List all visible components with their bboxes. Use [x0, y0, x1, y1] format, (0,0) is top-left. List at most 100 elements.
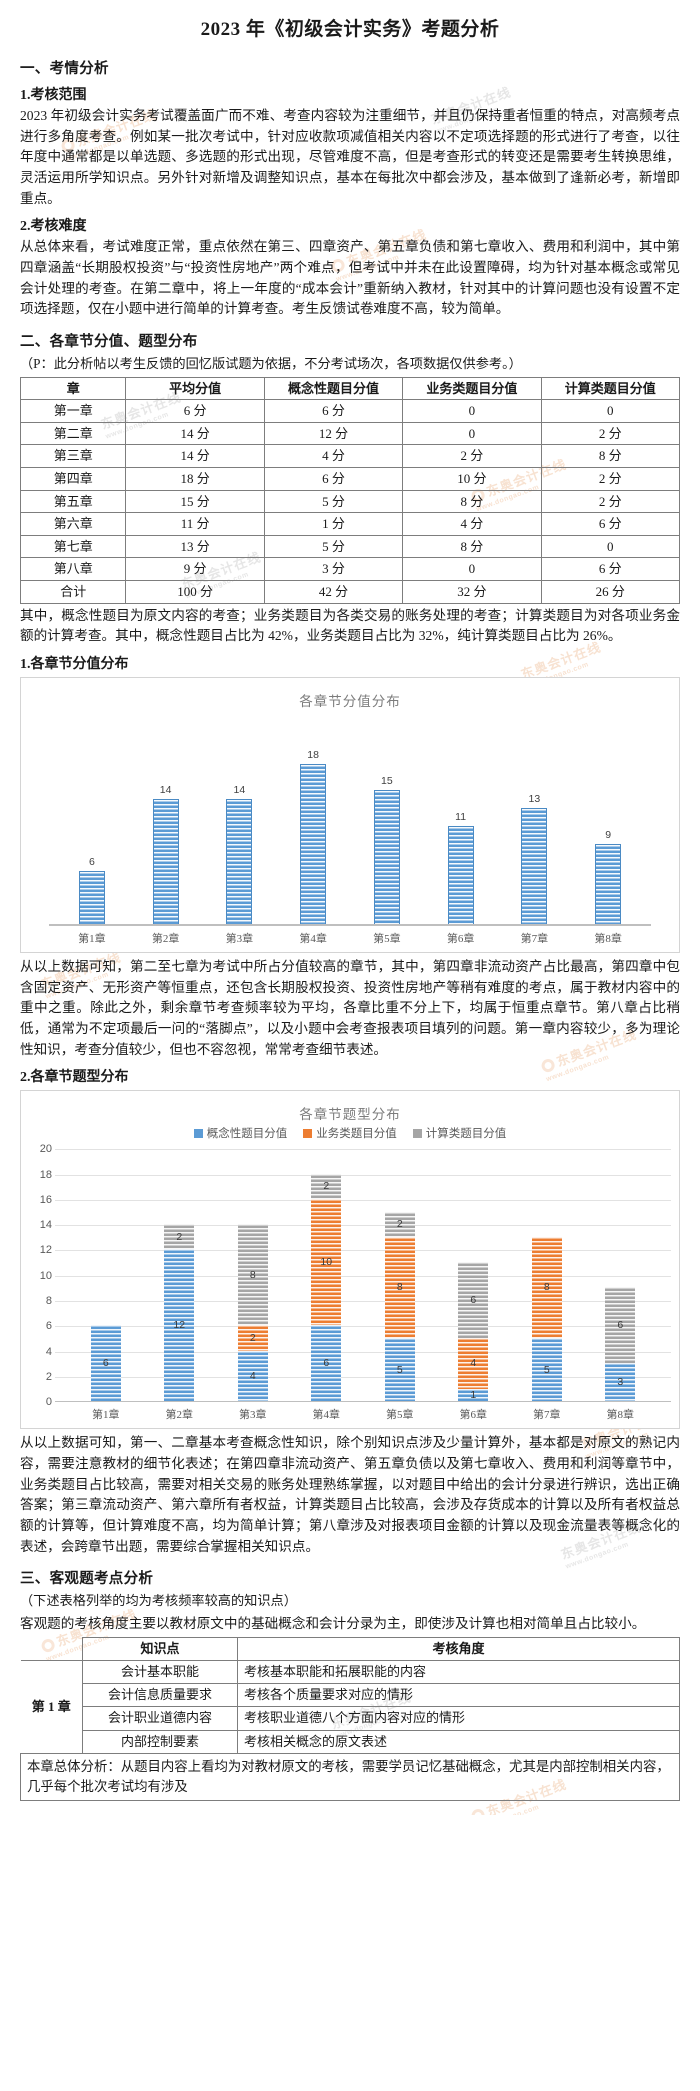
section-3-heading: 三、客观题考点分析: [20, 1571, 154, 1588]
cell-value: 5 分: [263, 534, 404, 559]
chart-1-after-text: 从以上数据可知，第二至七章为考试中所占分值较高的章节，其中，第四章非流动资产占比…: [20, 958, 680, 1057]
chart-2-gridline: [55, 1174, 671, 1176]
chart-2-stack-segment: 6: [311, 1325, 342, 1402]
col-header-concept: 概念性题目分值: [263, 376, 404, 401]
chart-2-gridline: [55, 1326, 671, 1328]
cell-value: 6 分: [263, 467, 404, 491]
legend-swatch-icon: [412, 1128, 422, 1138]
cell-value: 8 分: [540, 444, 681, 469]
chart-2-stack-segment: 4: [458, 1338, 489, 1389]
chart-1-category-label: 第2章: [151, 932, 180, 945]
section-1-sub-2-text: 从总体来看，考试难度正常，重点依然在第三、四章资产、第五章负债和第七章收入、费用…: [20, 239, 680, 317]
table-header-row: 章 平均分值 概念性题目分值 业务类题目分值 计算类题目分值: [19, 376, 681, 401]
chart-1-bar: [595, 843, 622, 924]
cell-value: 0: [402, 557, 542, 582]
cell-value: 6 分: [125, 399, 265, 423]
chart-1-title: 各章节分值分布: [299, 693, 401, 709]
cell-value: 9 分: [125, 557, 265, 582]
chart-2-gridline: [55, 1376, 671, 1378]
chart-2-y-tick-label: 20: [39, 1143, 52, 1156]
chart-2-stack-segment: 6: [605, 1287, 636, 1364]
chart-2-gridline: [55, 1250, 671, 1252]
cell-value: 100 分: [125, 580, 265, 604]
cell-value: 6 分: [540, 512, 681, 536]
chart-2-plot-area: 6 2 12 8 2 4 2 10 6 2 8 5 6 4 1 8 5 6 3: [55, 1149, 671, 1403]
chart-1-bar: [152, 799, 179, 924]
chart-2-legend-item[interactable]: 业务类题目分值: [303, 1125, 397, 1141]
legend-swatch-icon: [193, 1128, 203, 1138]
cell-chapter: 第六章: [19, 512, 127, 536]
cell-value: 2 分: [540, 489, 681, 514]
chart-2-x-axis-labels: 第1章 第2章 第3章 第4章 第5章 第6章 第7章 第8章: [55, 1402, 671, 1424]
document-page: 东奥会计在线 www.dongao.com 东奥会计在线 www.dongao.co…: [19, 19, 681, 1816]
chart-2-after-text: 从以上数据可知，第一、二章基本考查概念性知识，除个别知识点涉及少量计算外，基本都…: [20, 1435, 680, 1554]
cell-value: 13 分: [125, 534, 265, 559]
chart-2-plot-wrap: 0 2 4 6 8 10 12 14 16 18 20 6 2 12 8 2 4 2 10 6 2 8 5 6 4 1 8 5 6 3: [29, 1143, 671, 1408]
chart-2-y-tick-label: 4: [45, 1345, 52, 1358]
cell-value: 0: [540, 399, 681, 423]
chart-1-x-axis-line: [49, 923, 651, 926]
chart-2-column: 2 12: [147, 1149, 212, 1402]
chart-2-stack-segment: 5: [531, 1337, 562, 1402]
cell-value: 4 分: [263, 444, 404, 469]
chart-2-category-label: 第3章: [238, 1409, 267, 1422]
chart-1-data-label: 11: [455, 811, 467, 824]
chart-2-title: 各章节题型分布: [299, 1107, 401, 1123]
chart-2-category-label: 第7章: [532, 1409, 561, 1422]
cell-value: 5 分: [263, 489, 404, 514]
cell-chapter: 第三章: [19, 444, 127, 469]
chart-2-heading: 2.各章节题型分布: [20, 1070, 129, 1086]
kp-assessment-angle: 考核各个质量要求对应的情形: [237, 1683, 680, 1708]
cell-value: 2 分: [402, 444, 542, 469]
chart-2-legend: 概念性题目分值 业务类题目分值 计算类题目分值: [29, 1125, 671, 1141]
chart-1-bar: [78, 870, 105, 924]
cell-value: 11 分: [125, 512, 265, 536]
section-2-note: （P：此分析帖以考生反馈的回忆版试题为依据，不分考试场次，各项数据仅供参考。）: [20, 355, 522, 371]
chart-2-stack-segment: 8: [384, 1236, 415, 1338]
chart-2-stack-segment: 2: [311, 1173, 342, 1199]
cell-value: 42 分: [263, 580, 404, 604]
chart-2-category-label: 第8章: [606, 1409, 634, 1422]
chart-2-legend-item[interactable]: 计算类题目分值: [412, 1125, 506, 1141]
chart-2-stack-segment: 1: [458, 1388, 489, 1402]
chart-2-category-label: 第6章: [459, 1409, 487, 1422]
cell-value: 6 分: [540, 557, 681, 582]
chart-1-column: 13: [501, 712, 568, 924]
knowledge-points-table: 知识点 考核角度第 1 章会计基本职能 考核基本职能和拓展职能的内容 会计信息质量要求…: [20, 1636, 680, 1802]
chart-1-data-label: 15: [381, 775, 393, 788]
kp-col-header-point: 知识点: [82, 1636, 238, 1661]
chart-2-gridline: [55, 1149, 671, 1151]
cell-value: 26 分: [540, 580, 681, 604]
kp-knowledge-point: 会计基本职能: [82, 1659, 238, 1685]
chart-1-column: 14: [206, 712, 273, 924]
chart-2-gridline: [55, 1275, 671, 1277]
chart-2-stack-segment: 8: [237, 1224, 268, 1326]
chart-2-legend-item[interactable]: 概念性题目分值: [193, 1125, 287, 1141]
chart-2-category-label: 第4章: [312, 1409, 340, 1422]
cell-value: 32 分: [402, 580, 542, 604]
chart-2-category-label: 第5章: [385, 1409, 414, 1422]
chart-1-column: 14: [132, 712, 199, 924]
cell-chapter: 第八章: [19, 557, 127, 582]
chart-2-y-tick-label: 8: [45, 1295, 52, 1308]
kp-table-row: 会计信息质量要求 考核各个质量要求对应的情形: [21, 1683, 680, 1708]
chart-2-column: 2 10 6: [294, 1149, 359, 1402]
chart-2-gridline: [55, 1301, 671, 1303]
section-1-heading: 一、考情分析: [20, 61, 109, 77]
kp-table-row: 第 1 章会计基本职能 考核基本职能和拓展职能的内容: [20, 1659, 680, 1754]
cell-value: 14 分: [125, 421, 265, 446]
col-header-average: 平均分值: [125, 376, 265, 401]
chart-2-bars: 6 2 12 8 2 4 2 10 6 2 8 5 6 4 1 8 5 6 3: [55, 1149, 671, 1402]
chart-1-category-label: 第4章: [299, 932, 327, 945]
chart-2-y-tick-label: 6: [45, 1320, 52, 1333]
cell-value: 12 分: [263, 421, 404, 446]
cell-value: 14 分: [125, 444, 265, 469]
chart-1-column: 11: [427, 712, 494, 924]
section-1-sub-1-text: 2023 年初级会计实务考试覆盖面广而不难、考查内容较为注重细节，并且仍保持重者…: [20, 108, 680, 206]
